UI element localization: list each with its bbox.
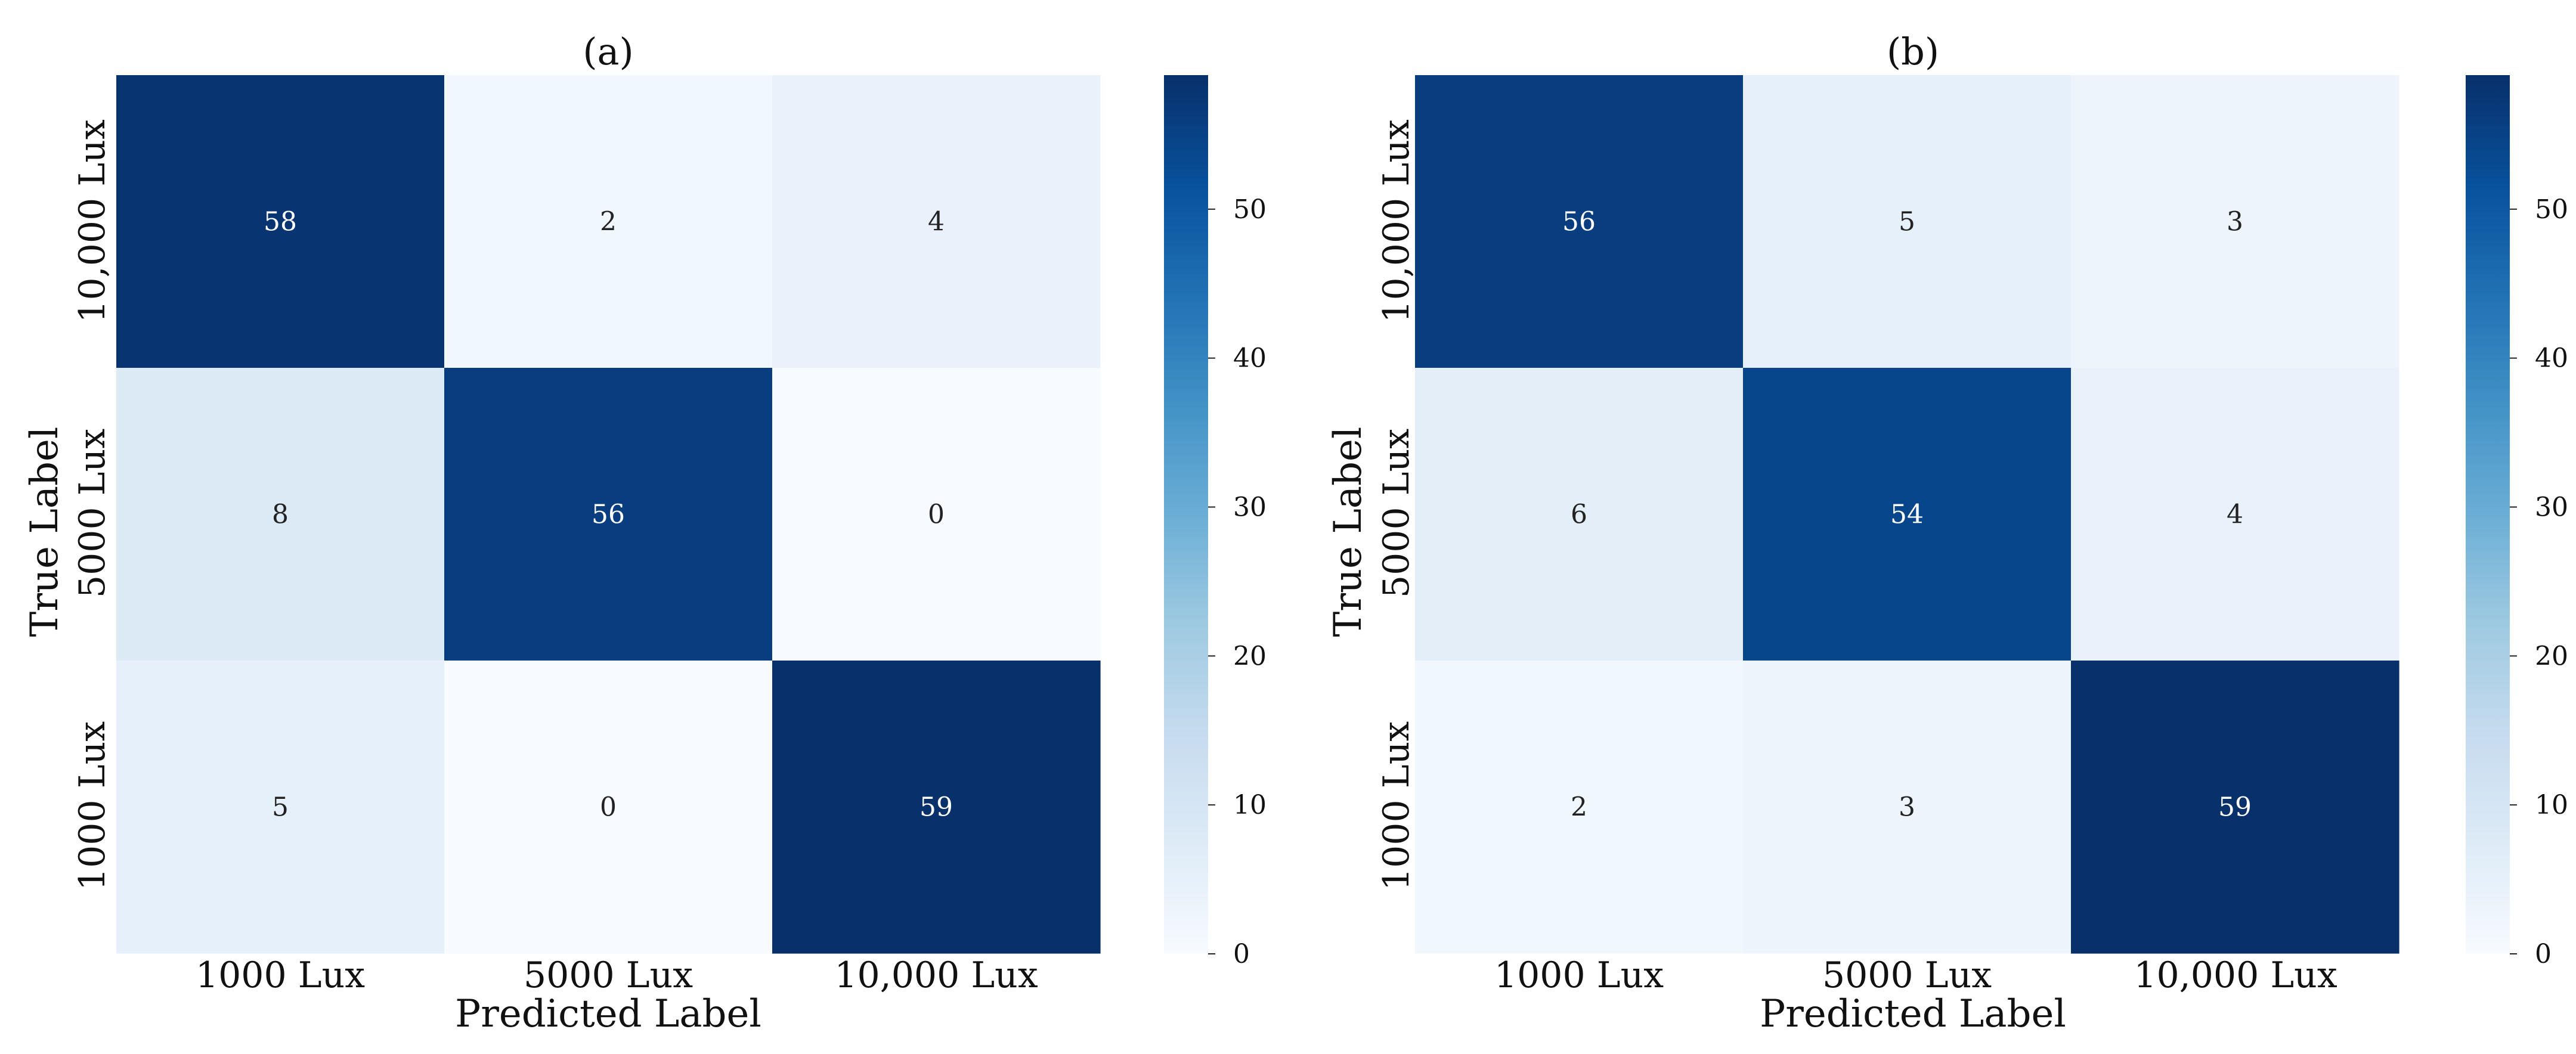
x-tick-label: 10,000 Lux [834, 954, 1038, 996]
heatmap-cell [1743, 368, 2072, 661]
cell-value-label: 2 [1571, 792, 1587, 823]
cell-value-label: 3 [2227, 207, 2243, 237]
y-tick-label: 5000 Lux [1376, 429, 1417, 598]
colorbar-tick-label: 10 [2535, 790, 2568, 820]
cell-value-label: 58 [264, 207, 297, 237]
colorbar-tick-label: 50 [1233, 194, 1267, 225]
colorbar-tick-label: 30 [1233, 492, 1267, 523]
heatmap-cell [116, 661, 445, 954]
heatmap-cell [772, 661, 1101, 954]
cell-value-label: 8 [272, 500, 289, 530]
heatmap-cell [116, 75, 445, 368]
x-tick-label: 5000 Lux [1822, 954, 1992, 996]
x-tick-labels: 1000 Lux 5000 Lux 10,000 Lux [1494, 954, 2337, 996]
colorbar-tick-label: 30 [2535, 492, 2568, 523]
colorbar-tick-label: 0 [2535, 939, 2552, 969]
heatmap-cell [2071, 75, 2399, 368]
x-axis-title: Predicted Label [1760, 992, 2066, 1036]
x-tick-label: 10,000 Lux [2134, 954, 2337, 996]
colorbar: 0 10 20 30 40 50 [2466, 75, 2568, 969]
cell-value-label: 56 [1562, 207, 1596, 237]
cell-value-label: 54 [1890, 500, 1924, 530]
y-axis-title: True Label [1326, 427, 1370, 637]
colorbar-ticks: 0 10 20 30 40 50 [1208, 194, 1267, 969]
panel-title: (b) [1887, 30, 1939, 73]
colorbar-tick-label: 40 [2535, 343, 2568, 374]
heatmap-cell [772, 75, 1101, 368]
cell-value-label: 59 [919, 792, 953, 823]
cell-value-label: 56 [592, 500, 625, 530]
y-axis-title: True Label [23, 427, 67, 637]
x-tick-labels: 1000 Lux 5000 Lux 10,000 Lux [196, 954, 1038, 996]
cell-value-label: 4 [2227, 500, 2243, 530]
y-tick-label: 10,000 Lux [1376, 119, 1417, 323]
heatmap-cell [1743, 661, 2072, 954]
y-tick-label: 1000 Lux [72, 721, 113, 891]
x-tick-label: 1000 Lux [196, 954, 365, 996]
colorbar-tick-label: 50 [2535, 194, 2568, 225]
panel-title: (a) [583, 30, 633, 73]
heatmap-cell [1415, 75, 1744, 368]
y-tick-label: 5000 Lux [72, 429, 113, 598]
colorbar: 0 10 20 30 40 50 [1164, 75, 1267, 969]
heatmap-cell [2071, 368, 2399, 661]
heatmap-cell [1415, 368, 1744, 661]
cell-value-label: 4 [928, 207, 945, 237]
cell-value-label: 2 [600, 207, 617, 237]
x-tick-label: 5000 Lux [524, 954, 693, 996]
heatmap-cells: 58 2 4 8 56 0 5 0 59 [116, 75, 1101, 954]
colorbar-gradient [2466, 75, 2510, 954]
heatmap-cell [1415, 661, 1744, 954]
heatmap-cell [772, 368, 1101, 661]
x-tick-label: 1000 Lux [1494, 954, 1664, 996]
colorbar-tick-label: 20 [2535, 641, 2568, 671]
colorbar-tick-label: 20 [1233, 641, 1267, 671]
cell-value-label: 6 [1571, 500, 1587, 530]
heatmap-cells: 56 5 3 6 54 4 2 3 59 [1415, 75, 2399, 954]
cell-value-label: 0 [928, 500, 945, 530]
cell-value-label: 5 [272, 792, 289, 823]
colorbar-ticks: 0 10 20 30 40 50 [2510, 194, 2568, 969]
panel-a: (a) 58 2 48 56 05 0 59 10,000 Lux 5000 Lux 100… [23, 30, 1267, 1036]
colorbar-tick-label: 40 [1233, 343, 1267, 374]
colorbar-tick-label: 10 [1233, 790, 1267, 820]
heatmap-cell [2071, 661, 2399, 954]
panel-b: (b) 56 5 36 54 42 3 59 10,000 Lux 5000 Lux 100… [1326, 30, 2568, 1036]
heatmap-cell [444, 75, 773, 368]
y-tick-labels: 10,000 Lux 5000 Lux 1000 Lux [1376, 119, 1417, 891]
y-tick-label: 1000 Lux [1376, 721, 1417, 891]
colorbar-tick-label: 0 [1233, 939, 1250, 969]
cell-value-label: 5 [1899, 207, 1915, 237]
heatmap-cell [444, 368, 773, 661]
x-axis-title: Predicted Label [455, 992, 761, 1036]
cell-value-label: 59 [2218, 792, 2252, 823]
y-tick-labels: 10,000 Lux 5000 Lux 1000 Lux [72, 119, 113, 891]
cell-value-label: 0 [600, 792, 617, 823]
colorbar-gradient [1164, 75, 1208, 954]
heatmap-cell [1743, 75, 2072, 368]
heatmap-cell [116, 368, 445, 661]
y-tick-label: 10,000 Lux [72, 119, 113, 323]
cell-value-label: 3 [1899, 792, 1915, 823]
heatmap-cell [444, 661, 773, 954]
